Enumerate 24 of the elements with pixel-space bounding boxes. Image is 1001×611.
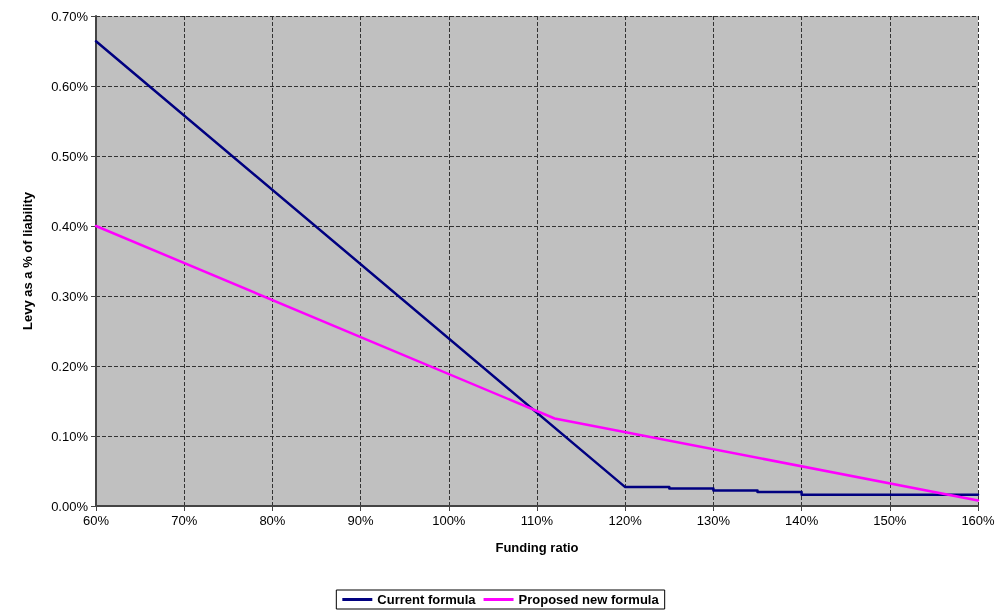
x-tick-label: 80% (259, 513, 286, 528)
x-tick-label: 140% (784, 513, 819, 528)
y-tick-label: 0.10% (51, 428, 89, 444)
x-tick-label: 130% (696, 513, 731, 528)
y-tick-label: 0.00% (51, 498, 89, 514)
x-tick-label: 70% (171, 513, 198, 528)
x-tick-label: 150% (873, 513, 907, 528)
y-tick-label: 0.60% (51, 78, 89, 94)
line-series (94, 39, 980, 497)
x-tick-label: 100% (432, 513, 466, 528)
x-tick-label: 110% (520, 513, 554, 528)
y-axis-title: Levy as a % of liability (20, 191, 35, 330)
legend-label: Proposed new formula (518, 592, 660, 607)
y-tick-label: 0.50% (51, 148, 89, 164)
y-tick-label: 0.70% (51, 8, 89, 24)
x-tick-label: 120% (608, 513, 643, 528)
x-tick-label: 60% (82, 513, 110, 528)
y-tick-label: 0.40% (51, 218, 89, 234)
y-tick-label: 0.30% (51, 288, 89, 304)
y-tick-label: 0.20% (51, 358, 89, 374)
legend-label: Current formula (377, 592, 477, 607)
x-axis-title: Funding ratio (495, 540, 579, 555)
x-tick-label: 160% (961, 513, 996, 528)
x-tick-label: 90% (347, 513, 375, 528)
